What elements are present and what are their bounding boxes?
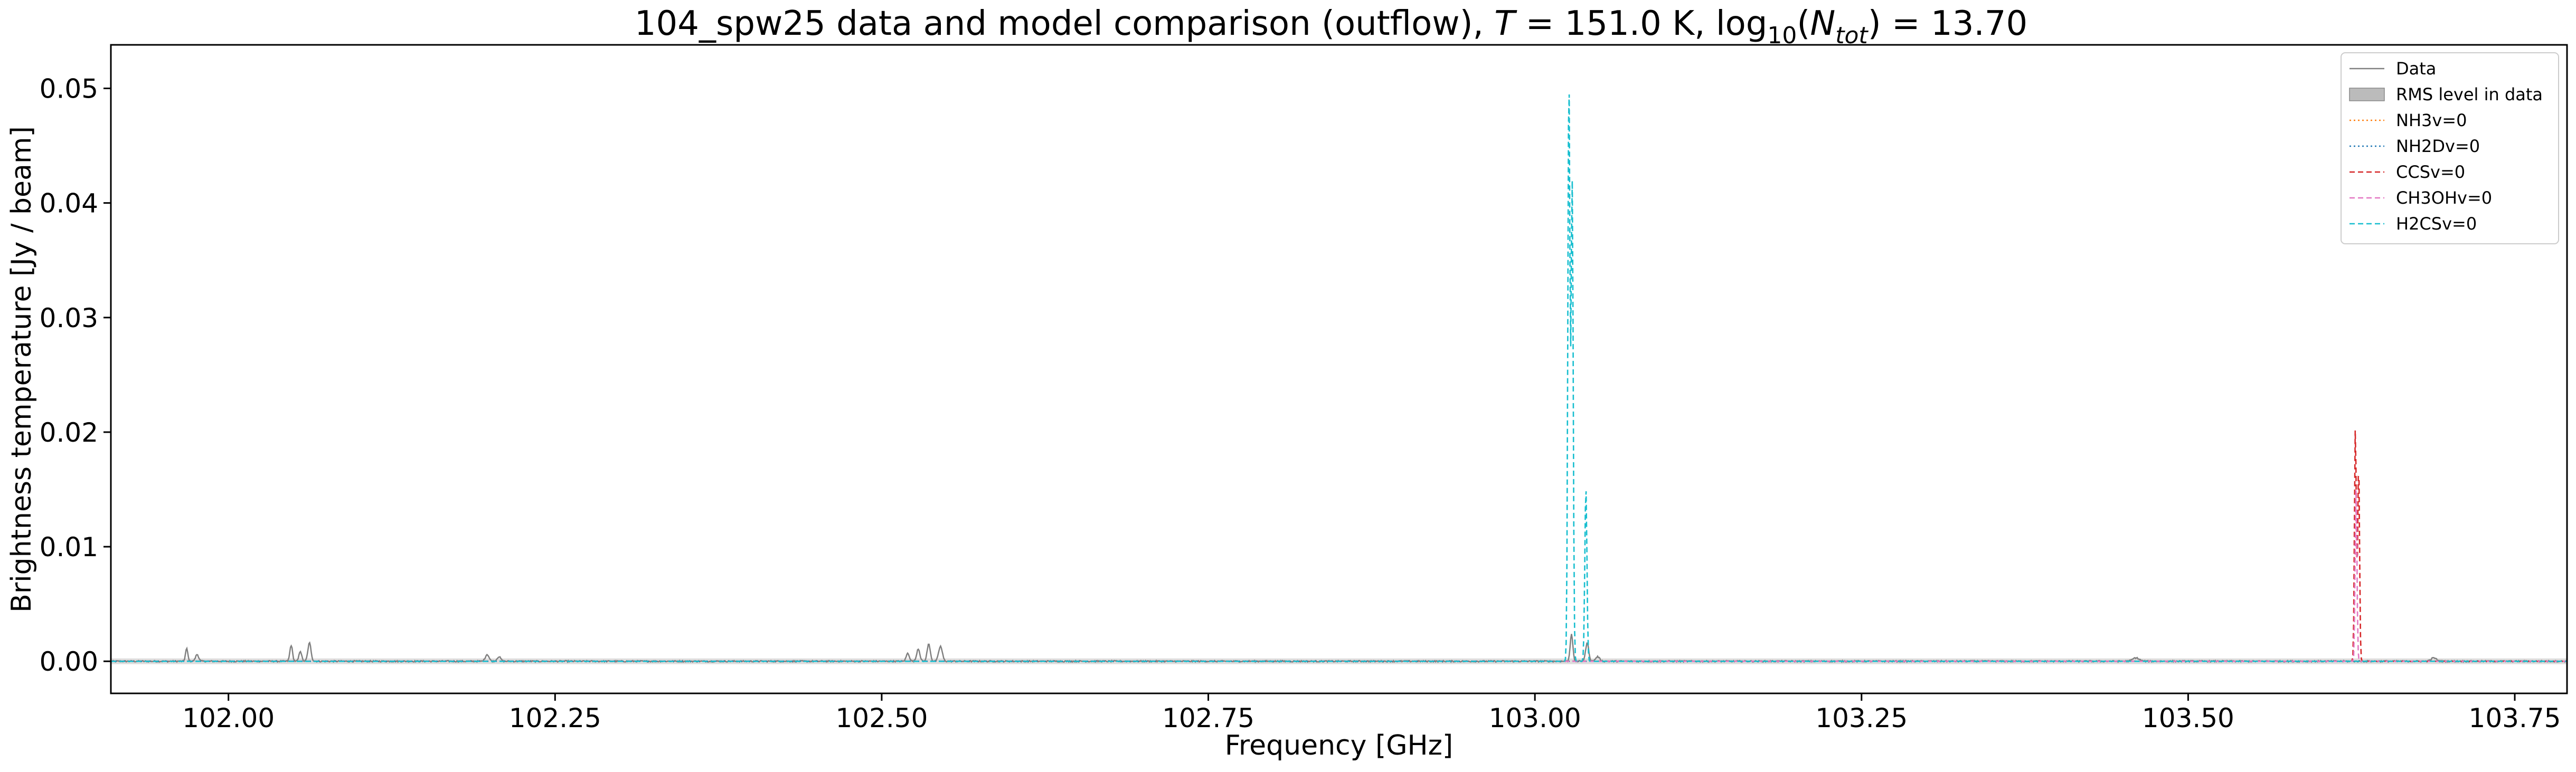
y-tick-label: 0.04 [40, 188, 98, 219]
legend-item: NH3v=0 [2349, 110, 2467, 130]
series-line-h2csv-0 [111, 94, 2567, 662]
y-axis-label: Brightness temperature [Jy / beam] [6, 126, 37, 613]
x-tick-label: 102.25 [509, 703, 601, 733]
x-tick-label: 102.00 [182, 703, 275, 733]
legend-swatch [2349, 88, 2385, 101]
legend-label: NH2Dv=0 [2396, 136, 2480, 156]
y-axis-ticks: 0.00 0.01 0.02 0.03 0.04 0.05 [40, 74, 111, 677]
legend-label: H2CSv=0 [2396, 214, 2477, 234]
legend-label: RMS level in data [2396, 84, 2543, 104]
plot-frame [110, 44, 2568, 694]
legend-item: H2CSv=0 [2349, 214, 2477, 234]
legend-label: CH3OHv=0 [2396, 188, 2492, 208]
x-axis-label: Frequency [GHz] [1225, 730, 1453, 761]
y-tick-label: 0.02 [40, 417, 98, 448]
series-layer [110, 94, 2568, 664]
x-tick-label: 103.50 [2142, 703, 2234, 733]
legend-label: Data [2396, 59, 2436, 79]
legend-label: CCSv=0 [2396, 162, 2465, 182]
legend-item: NH2Dv=0 [2349, 136, 2480, 156]
legend: Data RMS level in data NH3v=0 NH2Dv=0 CCSv=0… [2341, 52, 2559, 244]
legend-item: CH3OHv=0 [2349, 188, 2492, 208]
x-tick-label: 103.00 [1489, 703, 1581, 733]
x-tick-label: 102.75 [1162, 703, 1254, 733]
legend-item: Data [2349, 59, 2436, 79]
legend-box [2341, 52, 2559, 244]
legend-item: CCSv=0 [2349, 162, 2465, 182]
x-tick-label: 103.25 [1815, 703, 1908, 733]
y-tick-label: 0.05 [40, 74, 98, 104]
series-line-ch3ohv-0 [111, 490, 2567, 662]
series-line-data [110, 634, 2568, 663]
chart-title: 104_spw25 data and model comparison (out… [635, 4, 2027, 49]
legend-label: NH3v=0 [2396, 110, 2467, 130]
y-tick-label: 0.00 [40, 646, 98, 677]
x-tick-label: 102.50 [835, 703, 928, 733]
x-tick-label: 103.75 [2469, 703, 2561, 733]
series-line-ccsv-0 [111, 430, 2567, 662]
y-tick-label: 0.03 [40, 303, 98, 333]
x-axis-ticks: 102.00 102.25 102.50 102.75 103.00 103.25 103.… [182, 693, 2561, 733]
y-tick-label: 0.01 [40, 532, 98, 563]
legend-item: RMS level in data [2349, 84, 2543, 104]
